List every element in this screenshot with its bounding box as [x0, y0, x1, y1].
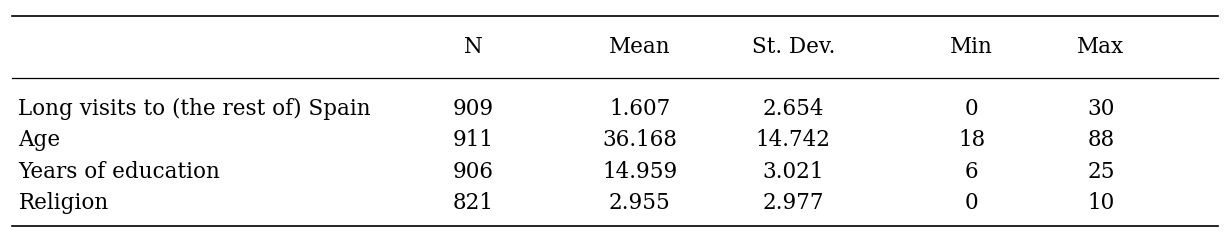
Text: 0: 0	[964, 98, 979, 120]
Text: 30: 30	[1087, 98, 1114, 120]
Text: 3.021: 3.021	[763, 161, 824, 183]
Text: 906: 906	[453, 161, 494, 183]
Text: 18: 18	[958, 129, 985, 151]
Text: 6: 6	[964, 161, 979, 183]
Text: 2.654: 2.654	[763, 98, 824, 120]
Text: 2.977: 2.977	[763, 192, 824, 214]
Text: 821: 821	[453, 192, 494, 214]
Text: N: N	[464, 36, 483, 58]
Text: 1.607: 1.607	[609, 98, 670, 120]
Text: 0: 0	[964, 192, 979, 214]
Text: 25: 25	[1087, 161, 1114, 183]
Text: 14.742: 14.742	[756, 129, 830, 151]
Text: 36.168: 36.168	[603, 129, 677, 151]
Text: St. Dev.: St. Dev.	[752, 36, 835, 58]
Text: Mean: Mean	[609, 36, 670, 58]
Text: Age: Age	[18, 129, 60, 151]
Text: 88: 88	[1087, 129, 1114, 151]
Text: Min: Min	[951, 36, 993, 58]
Text: Long visits to (the rest of) Spain: Long visits to (the rest of) Spain	[18, 98, 371, 120]
Text: 14.959: 14.959	[601, 161, 678, 183]
Text: 2.955: 2.955	[609, 192, 670, 214]
Text: 10: 10	[1087, 192, 1114, 214]
Text: 909: 909	[453, 98, 494, 120]
Text: Years of education: Years of education	[18, 161, 220, 183]
Text: Max: Max	[1077, 36, 1124, 58]
Text: Religion: Religion	[18, 192, 108, 214]
Text: 911: 911	[453, 129, 494, 151]
